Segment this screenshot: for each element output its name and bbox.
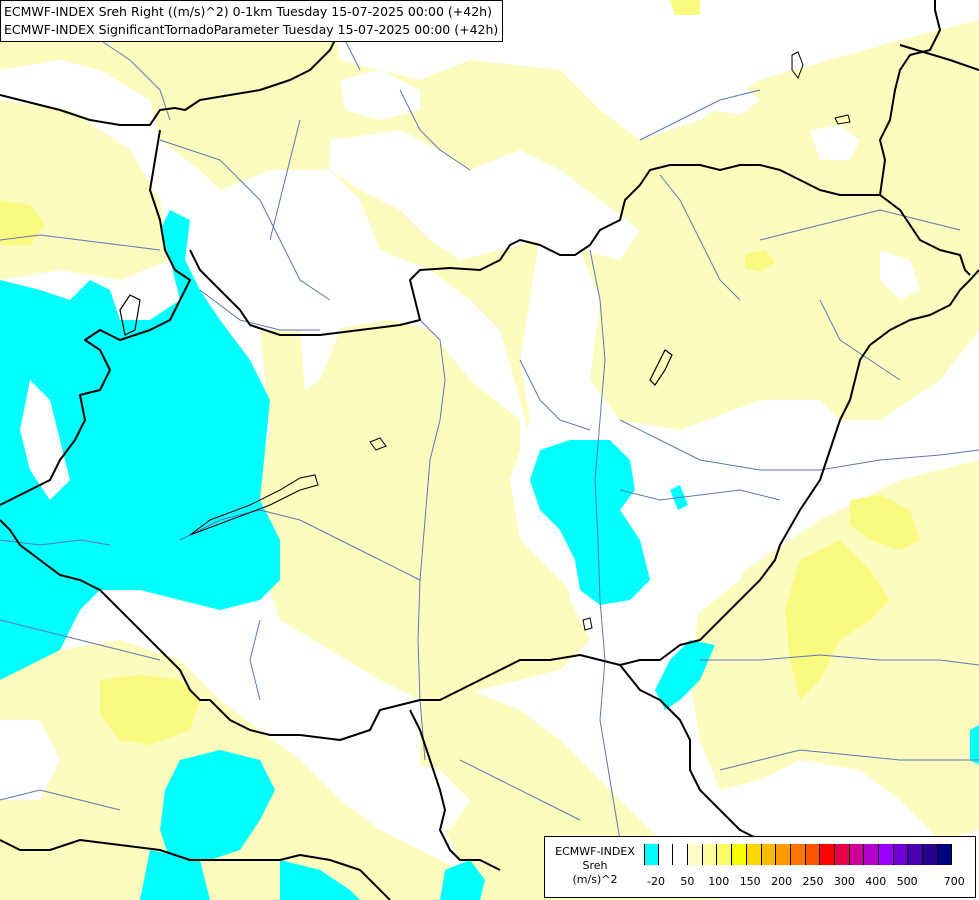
title-line-2: ECMWF-INDEX SignificantTornadoParameter … [4,22,499,37]
legend-swatch [923,844,938,865]
coastline [119,294,673,386]
legend-tick-label: 200 [771,875,793,888]
legend-ticks: -20 50 100 150 200 250 300 400 500 700 [644,875,974,889]
color-legend: ECMWF-INDEX Sreh (m/s)^2 -20 50 100 150 200 2… [544,836,976,898]
legend-title-line-1: ECMWF-INDEX [555,845,635,858]
title-box: ECMWF-INDEX Sreh Right ((m/s)^2) 0-1km T… [0,0,504,42]
legend-swatch [864,844,879,865]
legend-swatch [732,844,747,865]
legend-swatch [673,844,689,865]
legend-swatch [908,844,924,865]
legend-title-line-3: (m/s)^2 [572,873,618,886]
yellow-patches [0,0,920,745]
legend-swatch [820,844,835,865]
legend-title: ECMWF-INDEX Sreh (m/s)^2 [549,845,641,887]
legend-swatch [658,844,674,865]
legend-swatch [937,844,953,865]
legend-swatch [644,844,659,865]
legend-tick-label: 700 [943,875,965,888]
legend-tick-label: 150 [739,875,761,888]
legend-tick-label: 100 [708,875,730,888]
legend-swatch [776,844,791,865]
title-line-1: ECMWF-INDEX Sreh Right ((m/s)^2) 0-1km T… [4,4,492,19]
legend-swatch [702,844,718,865]
legend-tick-label: 500 [896,875,918,888]
legend-tick-label: -20 [647,875,665,888]
cyan-regions [0,210,979,900]
rivers [0,0,979,841]
legend-swatch [879,844,894,865]
legend-swatch [717,844,733,865]
legend-swatch [849,844,865,865]
legend-tick-label: 250 [802,875,824,888]
legend-swatch [805,844,821,865]
legend-swatch [761,844,777,865]
legend-title-line-2: Sreh [582,859,608,872]
legend-tick-label: 400 [865,875,887,888]
lakes [189,51,851,631]
legend-swatch [834,844,850,865]
legend-swatches [644,844,953,865]
legend-tick-label: 300 [833,875,855,888]
legend-swatch [790,844,806,865]
legend-swatch [893,844,909,865]
legend-tick-label: 50 [680,875,695,888]
legend-swatch [688,844,703,865]
legend-swatch [746,844,762,865]
